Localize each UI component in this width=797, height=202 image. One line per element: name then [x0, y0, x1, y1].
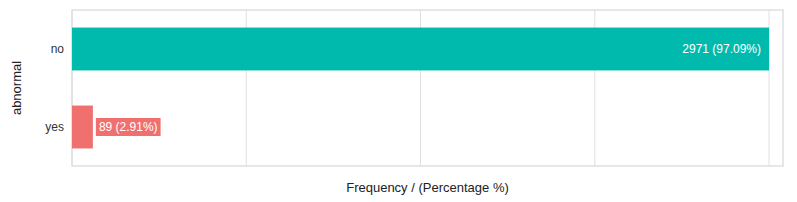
chart-container: 89 (2.91%) 2971 (97.09%) yes no Frequency / …: [0, 0, 797, 202]
x-axis-label: Frequency / (Percentage %): [346, 180, 509, 195]
bars: [72, 28, 769, 149]
chart-svg: 89 (2.91%) 2971 (97.09%) yes no Frequency / …: [0, 0, 797, 202]
bar: [72, 106, 93, 149]
data-labels: 89 (2.91%) 2971 (97.09%): [96, 42, 761, 136]
grid: [72, 10, 769, 166]
data-label: 2971 (97.09%): [682, 42, 761, 56]
y-tick-label: yes: [45, 120, 64, 134]
data-label: 89 (2.91%): [99, 120, 158, 134]
data-label-group: 89 (2.91%): [96, 118, 161, 136]
data-label-background: [96, 118, 161, 136]
bar: [72, 28, 769, 71]
plot-frame: [72, 10, 783, 166]
y-tick-label: no: [51, 42, 65, 56]
y-axis-label: abnormal: [9, 61, 24, 115]
